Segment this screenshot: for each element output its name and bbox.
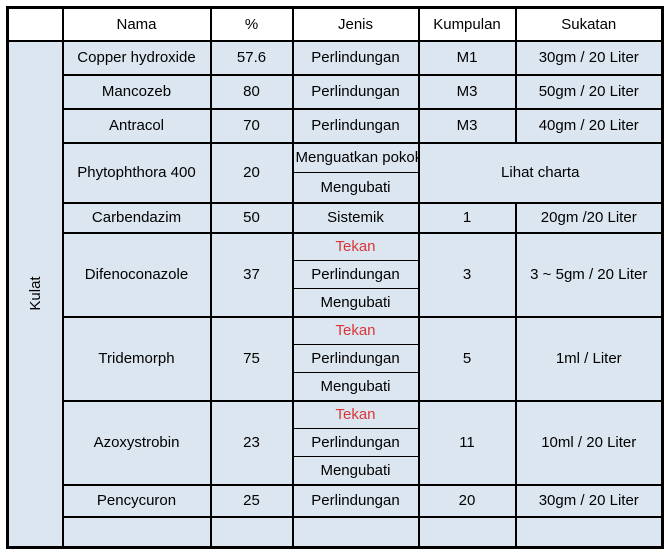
cell-sukatan: 1ml / Liter: [514, 315, 664, 401]
cell-sukatan: 10ml / 20 Liter: [514, 399, 664, 485]
table-row: Perlindungan: [8, 428, 663, 457]
table-row: Kulat Copper hydroxide 57.6 Perlindungan…: [6, 39, 664, 548]
table-row: Mengubati: [8, 456, 663, 485]
table-row: Tridemorph 75 Tekan 5 1ml / Liter: [8, 315, 664, 401]
cell-kumpulan: 1: [417, 201, 517, 233]
cell-kumpulan: 11: [417, 399, 517, 485]
category-cell-kulat: Kulat: [6, 39, 64, 548]
cell-sukatan: 50gm / 20 Liter: [514, 73, 664, 109]
column-header-nama: Nama: [61, 6, 212, 42]
cell-percent: 25: [209, 483, 294, 517]
table-row: Carbendazim 50 Sistemik 1 20gm /20 Liter: [8, 201, 664, 233]
table-row: Pencycuron 25 Perlindungan 20 30gm / 20 …: [8, 483, 664, 517]
cell-nama: Pencycuron: [61, 483, 212, 517]
cell-jenis: Perlindungan: [291, 428, 420, 457]
cell-jenis: Perlindungan: [291, 260, 420, 289]
cell-nama: Mancozeb: [61, 73, 212, 109]
cell-kumpulan: [417, 515, 517, 548]
cell-kumpulan: M3: [417, 73, 517, 109]
cell-nama: Phytophthora 400: [61, 141, 212, 203]
cell-nama: Carbendazim: [61, 201, 212, 233]
cell-nama: Copper hydroxide: [61, 39, 212, 75]
cell-percent: 70: [209, 107, 294, 143]
cell-nama: Azoxystrobin: [61, 399, 212, 485]
table-row: Difenoconazole 37 Tekan 3 3 ~ 5gm / 20 L…: [8, 231, 664, 317]
cell-kumpulan: 3: [417, 231, 517, 317]
cell-sukatan: 40gm / 20 Liter: [514, 107, 664, 143]
table-row: Phytophthora 400 20 Menguatkan pokok Lih…: [8, 141, 664, 203]
cell-kumpulan: M1: [417, 39, 517, 75]
cell-nama: Difenoconazole: [61, 231, 212, 317]
cell-percent: 57.6: [209, 39, 294, 75]
cell-percent: 80: [209, 73, 294, 109]
cell-percent: [209, 515, 294, 548]
column-header-kumpulan: Kumpulan: [417, 6, 517, 42]
table-row: [8, 515, 664, 548]
cell-jenis: Mengubati: [291, 456, 420, 485]
cell-jenis: Perlindungan: [291, 344, 420, 373]
cell-kumpulan: 20: [417, 483, 517, 517]
cell-jenis: Perlindungan: [291, 107, 420, 143]
cell-sukatan: 30gm / 20 Liter: [514, 39, 664, 75]
cell-jenis: [291, 515, 420, 548]
cell-sukatan: [514, 515, 664, 548]
cell-jenis: Mengubati: [291, 172, 420, 203]
cell-jenis: Perlindungan: [291, 483, 420, 517]
cell-sukatan: 3 ~ 5gm / 20 Liter: [514, 231, 664, 317]
cell-kumpulan: 5: [417, 315, 517, 401]
table-row: Mancozeb 80 Perlindungan M3 50gm / 20 Li…: [8, 73, 664, 109]
cell-percent: 23: [209, 399, 294, 485]
cell-nama: [61, 515, 212, 548]
fungicide-table: Nama % Jenis Kumpulan Sukatan Kulat Copp…: [6, 6, 664, 549]
column-header-sukatan: Sukatan: [514, 6, 664, 42]
cell-percent: 37: [209, 231, 294, 317]
column-header-jenis: Jenis: [291, 6, 420, 42]
cell-jenis: Perlindungan: [291, 39, 420, 75]
table-row: Perlindungan: [8, 344, 663, 373]
table-row: Perlindungan: [8, 260, 663, 289]
cell-percent: 50: [209, 201, 294, 233]
cell-jenis: Sistemik: [291, 201, 420, 233]
category-label: Kulat: [26, 276, 44, 311]
cell-sukatan: 20gm /20 Liter: [514, 201, 664, 233]
cell-percent: 20: [209, 141, 294, 203]
table-row: Mengubati: [8, 172, 663, 203]
table-row: Mengubati: [8, 372, 663, 401]
cell-kumpulan: M3: [417, 107, 517, 143]
corner-cell: [6, 6, 64, 42]
cell-percent: 75: [209, 315, 294, 401]
column-header-percent: %: [209, 6, 294, 42]
cell-nama: Antracol: [61, 107, 212, 143]
cell-jenis: Tekan: [291, 315, 420, 345]
cell-nama: Tridemorph: [61, 315, 212, 401]
cell-sukatan: 30gm / 20 Liter: [514, 483, 664, 517]
table-row: Azoxystrobin 23 Tekan 11 10ml / 20 Liter: [8, 399, 664, 485]
header-row: Nama % Jenis Kumpulan Sukatan: [6, 6, 664, 42]
cell-jenis: Perlindungan: [291, 73, 420, 109]
cell-jenis: Menguatkan pokok: [291, 141, 420, 173]
cell-jenis: Mengubati: [291, 288, 420, 317]
cell-jenis: Tekan: [291, 399, 420, 429]
cell-jenis: Mengubati: [291, 372, 420, 401]
cell-jenis: Tekan: [291, 231, 420, 261]
cell-merged-note: Lihat charta: [417, 141, 664, 203]
table-row: Antracol 70 Perlindungan M3 40gm / 20 Li…: [8, 107, 664, 143]
